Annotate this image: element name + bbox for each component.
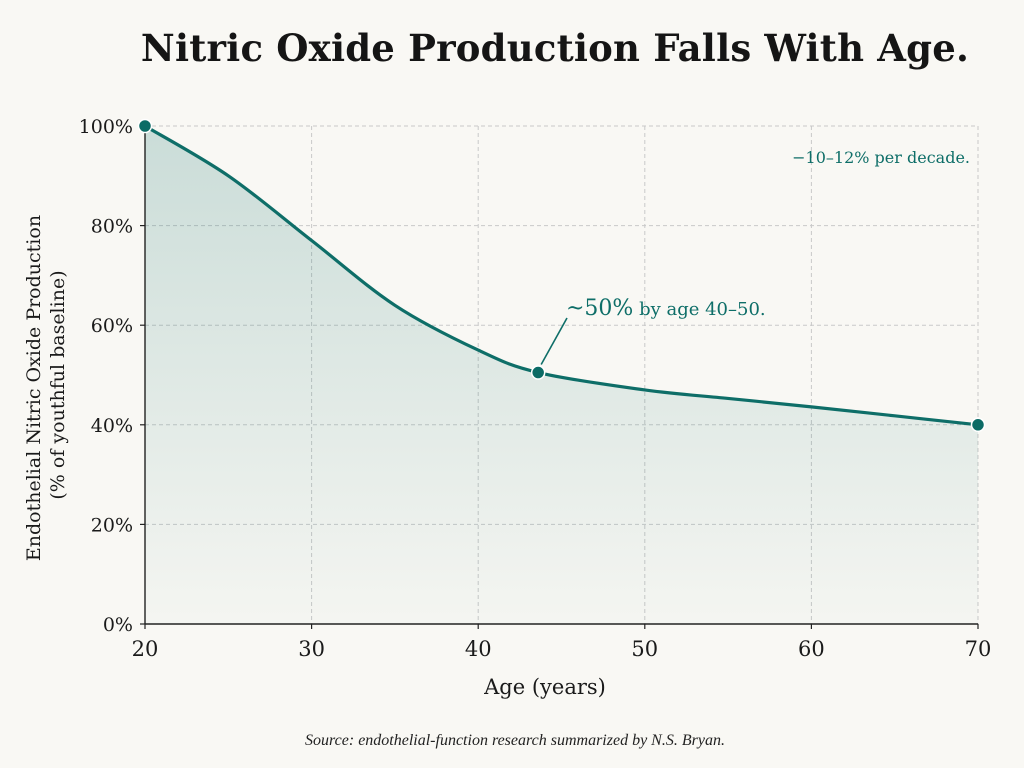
area-fill bbox=[145, 126, 978, 624]
y-tick-label: 100% bbox=[79, 116, 133, 138]
x-tick-label: 70 bbox=[965, 637, 992, 661]
annotation-rate: −10–12% per decade. bbox=[792, 148, 970, 167]
annotation-midlife-text: by age 40–50. bbox=[633, 299, 765, 320]
y-tick-label: 60% bbox=[91, 315, 133, 337]
annotations: ~50% by age 40–50. −10–12% per decade. bbox=[540, 148, 970, 365]
y-axis-label-line-1: Endothelial Nitric Oxide Production bbox=[23, 215, 45, 561]
y-tick-label: 80% bbox=[91, 216, 133, 238]
y-axis-label: Endothelial Nitric Oxide Production (% o… bbox=[23, 209, 69, 561]
data-markers bbox=[137, 118, 986, 433]
annotation-midlife-value: ~50% bbox=[566, 296, 633, 321]
data-point-marker bbox=[970, 417, 986, 433]
source-note: Source: endothelial-function research su… bbox=[305, 732, 725, 749]
annotation-leader-line bbox=[540, 317, 568, 365]
y-axis-label-line-2: (% of youthful baseline) bbox=[47, 270, 69, 499]
x-tick-label: 50 bbox=[631, 637, 658, 661]
x-axis-label: Age (years) bbox=[483, 675, 606, 699]
data-point-marker bbox=[530, 365, 546, 380]
y-tick-label: 40% bbox=[91, 415, 133, 437]
axes bbox=[144, 126, 978, 625]
y-tick-label: 0% bbox=[103, 614, 133, 636]
x-tick-label: 30 bbox=[298, 637, 325, 661]
annotation-midlife: ~50% by age 40–50. bbox=[566, 296, 766, 321]
x-tick-label: 60 bbox=[798, 637, 825, 661]
x-tick-label: 40 bbox=[465, 637, 492, 661]
x-tick-label: 20 bbox=[132, 637, 159, 661]
data-point-marker bbox=[137, 118, 153, 134]
tick-labels: 20 30 40 50 60 70 0% 20% 40% 60% 80% 100% bbox=[79, 116, 992, 661]
y-tick-label: 20% bbox=[91, 514, 133, 536]
chart-title: Nitric Oxide Production Falls With Age. bbox=[140, 26, 970, 70]
